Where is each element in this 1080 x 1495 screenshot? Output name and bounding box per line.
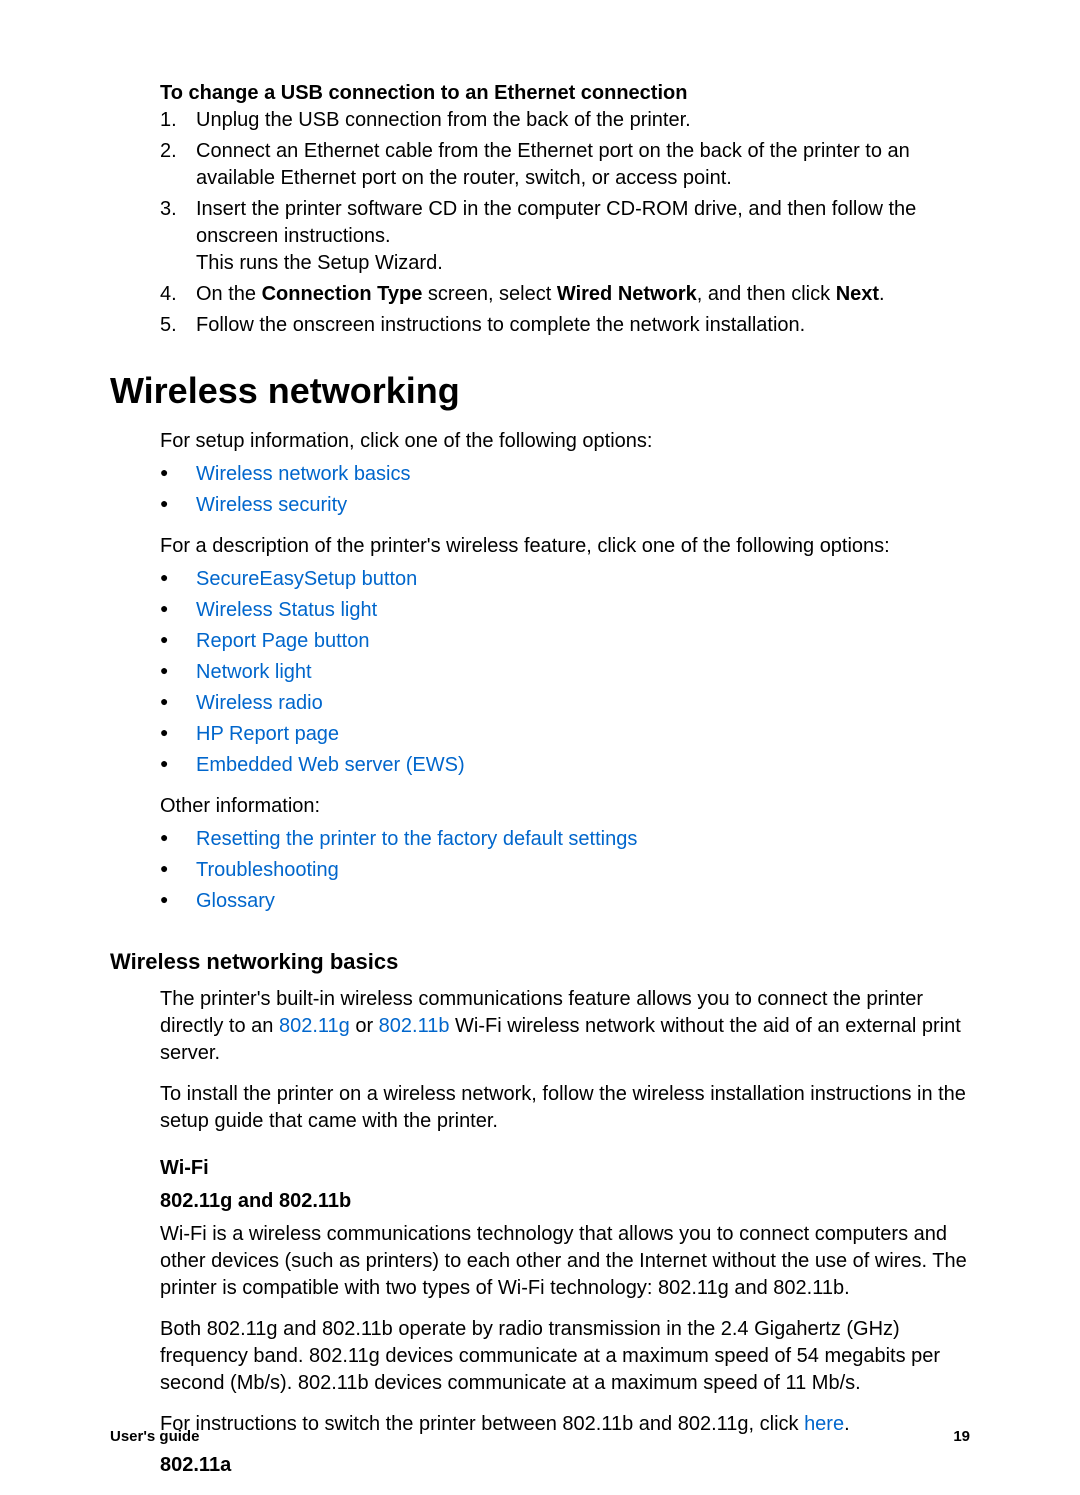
list-item: Wireless Status light bbox=[160, 597, 970, 624]
link-hp-report-page[interactable]: HP Report page bbox=[196, 723, 339, 745]
step-extra: This runs the Setup Wizard. bbox=[196, 252, 443, 274]
list-item: Troubleshooting bbox=[160, 857, 970, 884]
link-ews[interactable]: Embedded Web server (EWS) bbox=[196, 754, 465, 776]
link-troubleshooting[interactable]: Troubleshooting bbox=[196, 859, 339, 881]
list-item: Report Page button bbox=[160, 628, 970, 655]
basics-p1: The printer's built-in wireless communic… bbox=[160, 986, 970, 1067]
wifi-head: Wi-Fi bbox=[160, 1155, 970, 1182]
step-text: Connect an Ethernet cable from the Ether… bbox=[196, 140, 910, 189]
step-text: Follow the onscreen instructions to comp… bbox=[196, 314, 805, 336]
step-1: 1.Unplug the USB connection from the bac… bbox=[160, 107, 970, 134]
step-5: 5.Follow the onscreen instructions to co… bbox=[160, 312, 970, 339]
link-network-light[interactable]: Network light bbox=[196, 661, 312, 683]
footer-title: User's guide bbox=[110, 1428, 199, 1445]
other-intro: Other information: bbox=[160, 793, 970, 820]
page-footer: User's guide 19 bbox=[110, 1428, 970, 1445]
list-item: Resetting the printer to the factory def… bbox=[160, 826, 970, 853]
other-links-list: Resetting the printer to the factory def… bbox=[160, 826, 970, 915]
basics-p2: To install the printer on a wireless net… bbox=[160, 1081, 970, 1135]
link-wireless-security[interactable]: Wireless security bbox=[196, 494, 347, 516]
link-80211b[interactable]: 802.11b bbox=[379, 1015, 450, 1037]
procedure-steps: 1.Unplug the USB connection from the bac… bbox=[160, 107, 970, 339]
list-item: Embedded Web server (EWS) bbox=[160, 752, 970, 779]
section-title-wireless: Wireless networking bbox=[110, 367, 970, 416]
link-wireless-status-light[interactable]: Wireless Status light bbox=[196, 599, 377, 621]
list-item: SecureEasySetup button bbox=[160, 566, 970, 593]
gb-p1: Wi-Fi is a wireless communications techn… bbox=[160, 1221, 970, 1302]
feature-links-list: SecureEasySetup button Wireless Status l… bbox=[160, 566, 970, 779]
link-secureeasysetup[interactable]: SecureEasySetup button bbox=[196, 568, 417, 590]
step-text: Unplug the USB connection from the back … bbox=[196, 109, 691, 131]
list-item: Network light bbox=[160, 659, 970, 686]
subsection-basics: Wireless networking basics bbox=[110, 947, 970, 977]
step-3: 3.Insert the printer software CD in the … bbox=[160, 196, 970, 277]
gb-p2: Both 802.11g and 802.11b operate by radi… bbox=[160, 1316, 970, 1397]
link-reset-factory[interactable]: Resetting the printer to the factory def… bbox=[196, 828, 637, 850]
setup-intro: For setup information, click one of the … bbox=[160, 428, 970, 455]
step-text: On the Connection Type screen, select Wi… bbox=[196, 283, 885, 305]
list-item: Glossary bbox=[160, 888, 970, 915]
procedure-title: To change a USB connection to an Etherne… bbox=[160, 80, 970, 107]
step-text: Insert the printer software CD in the co… bbox=[196, 198, 916, 247]
list-item: HP Report page bbox=[160, 721, 970, 748]
page-content: To change a USB connection to an Etherne… bbox=[110, 80, 970, 1479]
gb-head: 802.11g and 802.11b bbox=[160, 1188, 970, 1215]
list-item: Wireless security bbox=[160, 492, 970, 519]
link-glossary[interactable]: Glossary bbox=[196, 890, 275, 912]
link-wireless-basics[interactable]: Wireless network basics bbox=[196, 463, 411, 485]
setup-links-list: Wireless network basics Wireless securit… bbox=[160, 461, 970, 519]
list-item: Wireless network basics bbox=[160, 461, 970, 488]
link-80211g[interactable]: 802.11g bbox=[279, 1015, 350, 1037]
footer-page-number: 19 bbox=[953, 1428, 970, 1445]
list-item: Wireless radio bbox=[160, 690, 970, 717]
step-4: 4.On the Connection Type screen, select … bbox=[160, 281, 970, 308]
feature-intro: For a description of the printer's wirel… bbox=[160, 533, 970, 560]
a-head: 802.11a bbox=[160, 1452, 970, 1479]
step-2: 2.Connect an Ethernet cable from the Eth… bbox=[160, 138, 970, 192]
link-report-page-button[interactable]: Report Page button bbox=[196, 630, 369, 652]
link-wireless-radio[interactable]: Wireless radio bbox=[196, 692, 323, 714]
